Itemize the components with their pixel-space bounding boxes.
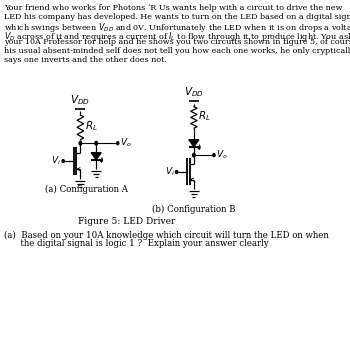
Text: his usual absent-minded self does not tell you how each one works, he only crypt: his usual absent-minded self does not te…	[4, 47, 350, 55]
Circle shape	[213, 154, 215, 157]
Text: Your friend who works for Photons ‘R Us wants help with a circuit to drive the n: Your friend who works for Photons ‘R Us …	[4, 4, 343, 12]
Text: (a) Configuration A: (a) Configuration A	[45, 185, 128, 194]
Text: (b) Configuration B: (b) Configuration B	[152, 205, 236, 214]
Circle shape	[79, 141, 82, 145]
Circle shape	[62, 160, 64, 163]
Circle shape	[95, 141, 98, 145]
Circle shape	[193, 153, 195, 157]
Text: $R_L$: $R_L$	[85, 119, 98, 133]
Text: LED his company has developed. He wants to turn on the LED based on a digital si: LED his company has developed. He wants …	[4, 13, 350, 21]
Text: $V_{DD}$: $V_{DD}$	[184, 85, 204, 99]
Text: $V_D$ across of it and requires a current of $I_L$ to flow through it to produce: $V_D$ across of it and requires a curren…	[4, 30, 350, 43]
Text: $V_i$: $V_i$	[51, 155, 61, 167]
Text: Figure 5: LED Driver: Figure 5: LED Driver	[78, 217, 176, 226]
Polygon shape	[91, 153, 101, 160]
Text: $V_i$: $V_i$	[164, 166, 175, 178]
Text: says one inverts and the other does not.: says one inverts and the other does not.	[4, 56, 167, 63]
Text: your 10A Professor for help and he shows you two circuits shown in figure 5, of : your 10A Professor for help and he shows…	[4, 39, 350, 46]
Text: which swings between $V_{DD}$ and 0V. Unfortunately the LED when it is on drops : which swings between $V_{DD}$ and 0V. Un…	[4, 21, 350, 35]
Text: $V_o$: $V_o$	[120, 137, 132, 149]
Text: $V_o$: $V_o$	[216, 149, 228, 161]
Text: (a)  Based on your 10A knowledge which circuit will turn the LED on when: (a) Based on your 10A knowledge which ci…	[4, 231, 329, 240]
Text: $R_L$: $R_L$	[198, 109, 211, 123]
Polygon shape	[189, 140, 199, 147]
Text: the digital signal is logic 1 ?  Explain your answer clearly: the digital signal is logic 1 ? Explain …	[4, 239, 269, 248]
Circle shape	[176, 171, 178, 174]
Text: $V_{DD}$: $V_{DD}$	[70, 93, 90, 106]
Circle shape	[117, 142, 119, 145]
